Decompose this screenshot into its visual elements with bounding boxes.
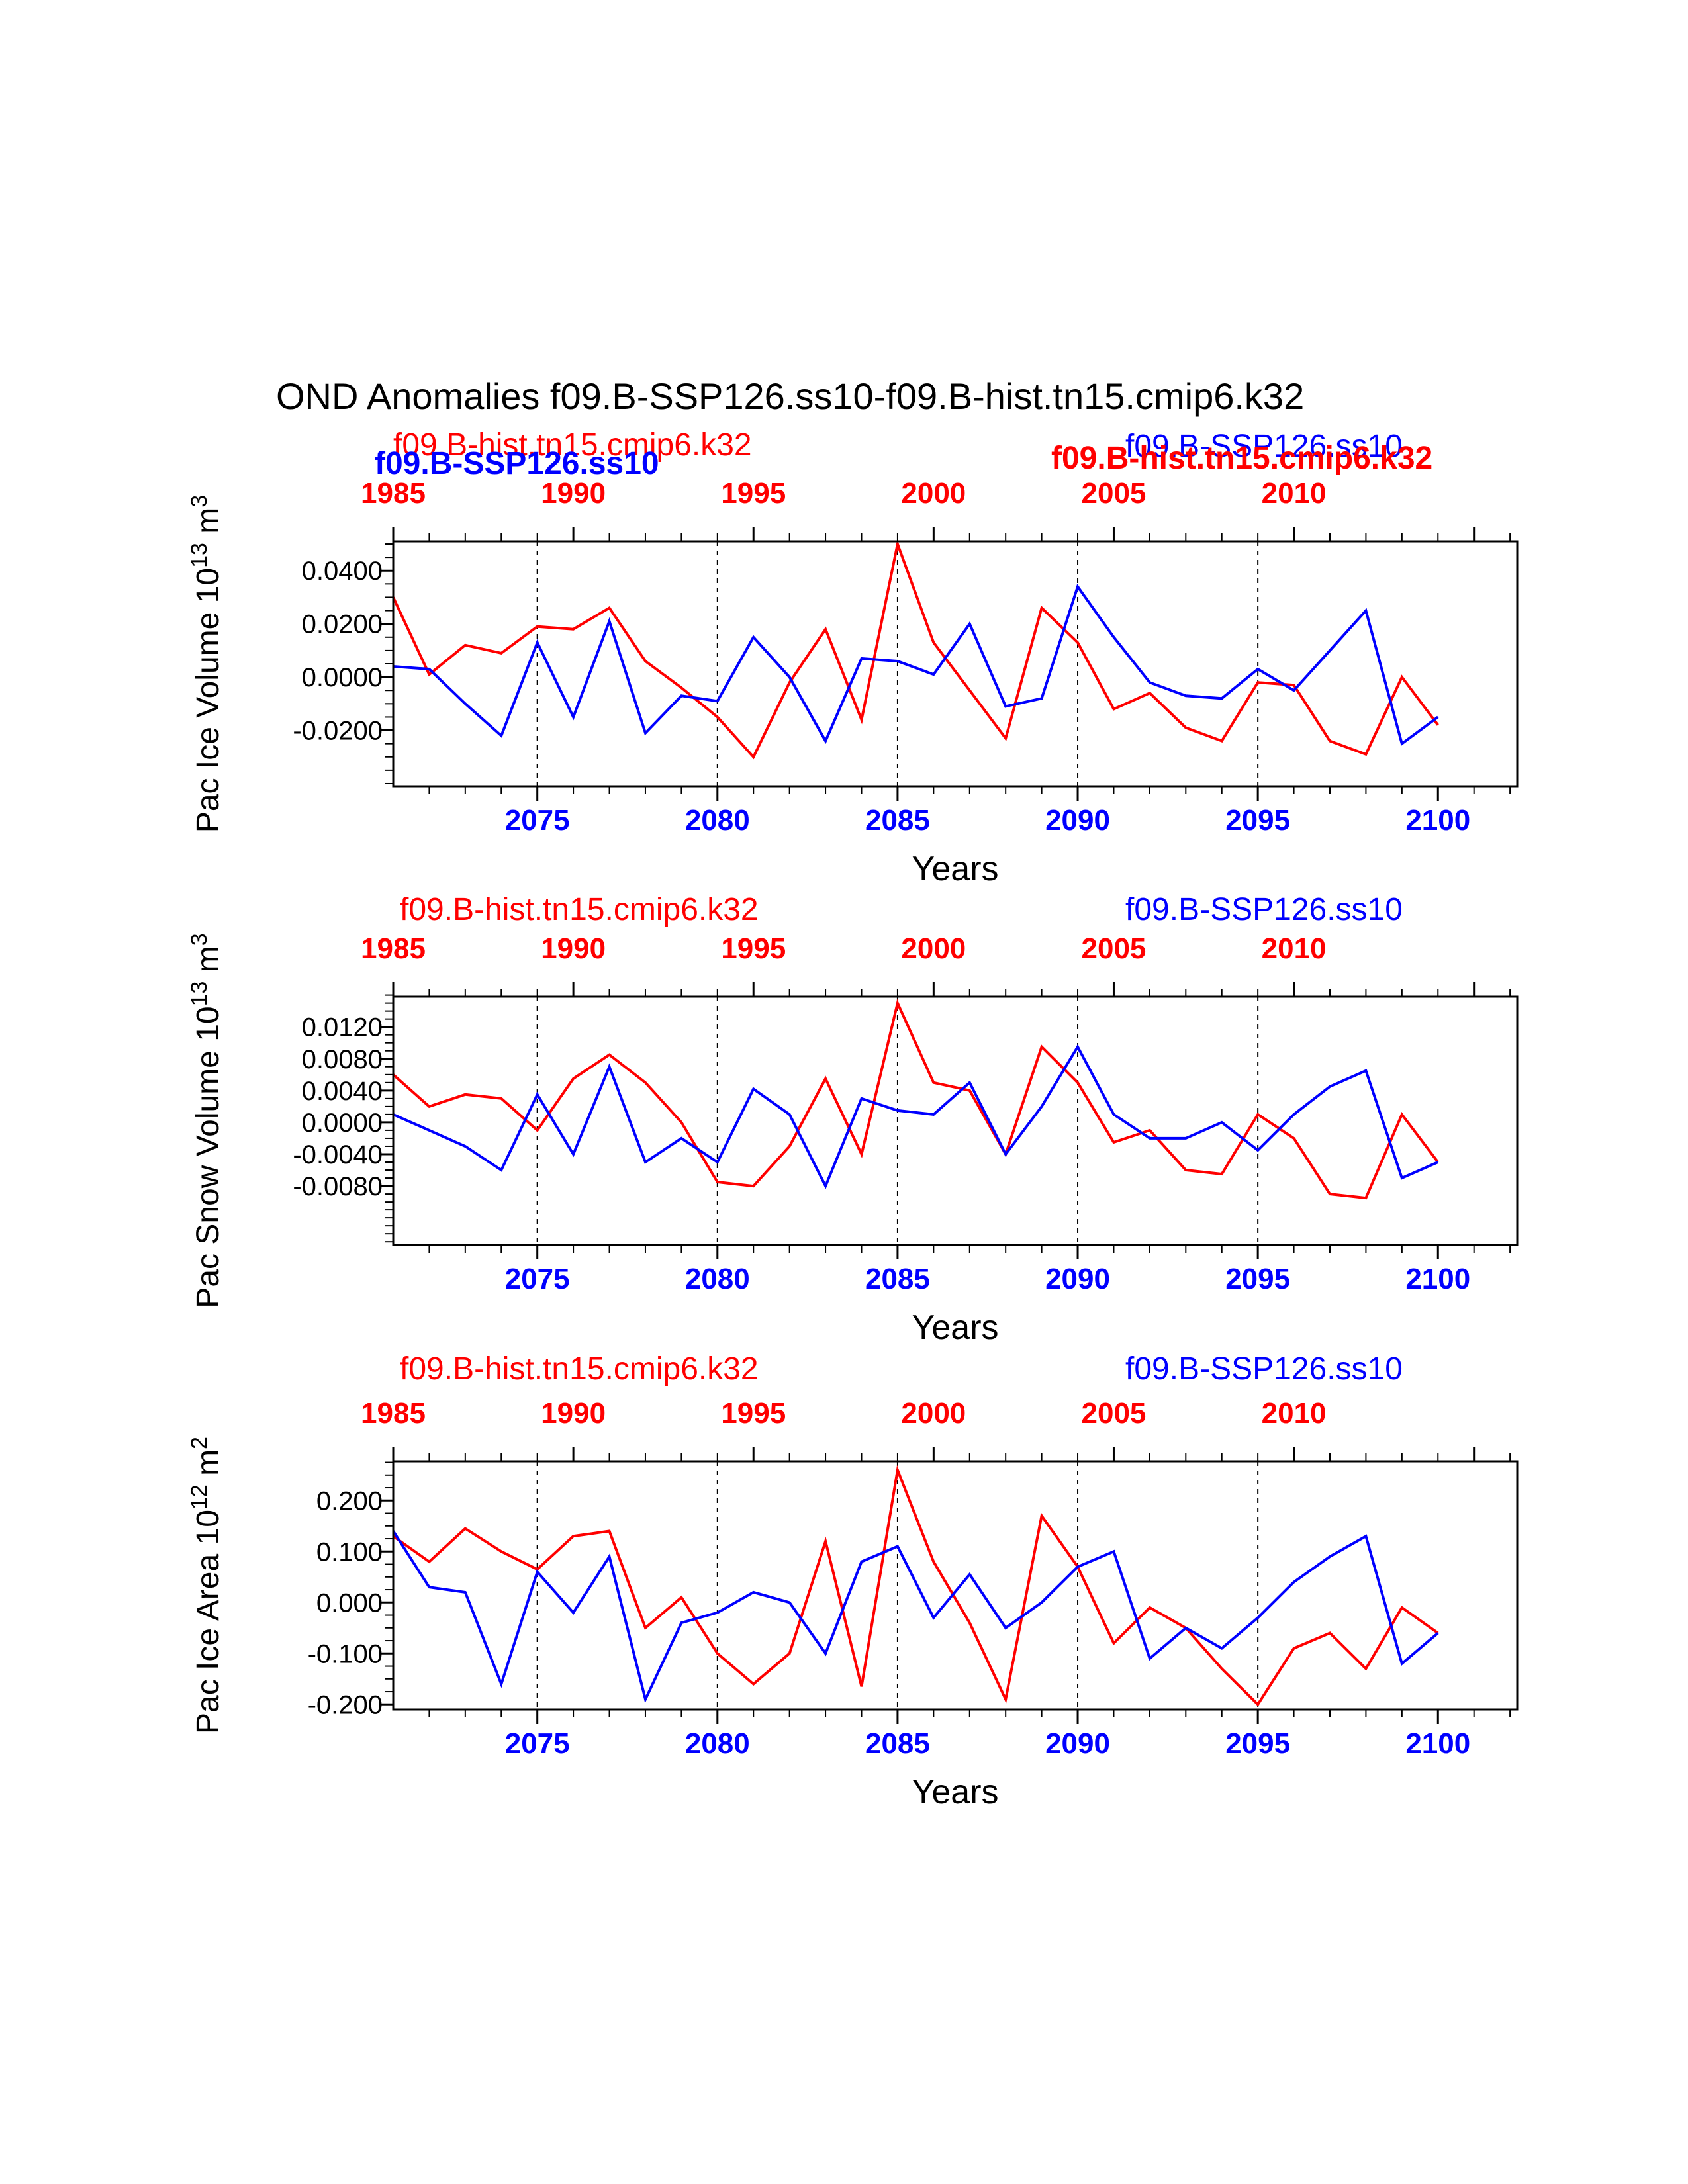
legend-blue-2: f09.B-SSP126.ss10 xyxy=(1125,429,1403,464)
ssp126-series-line xyxy=(393,1530,1439,1704)
axis-ticks xyxy=(379,1447,1511,1724)
x-top-tick-label: 1990 xyxy=(541,477,606,510)
x-bottom-tick-label: 2075 xyxy=(505,804,570,837)
x-bottom-tick-label: 2085 xyxy=(865,1263,930,1295)
legend-group: f09.B-hist.tn15.cmip6.k32f09.B-SSP126.ss… xyxy=(375,428,1432,481)
x-top-tick-label: 1985 xyxy=(361,1397,426,1430)
y-tick-label: 0.000 xyxy=(316,1588,383,1617)
plot-frame xyxy=(392,540,1519,788)
x-top-tick-label: 2000 xyxy=(901,933,966,965)
axis-labels: 2075 2080 2085 2090 2095 2100 1985 1990 1995 2000… xyxy=(187,933,1470,1347)
x-top-tick-label: 1995 xyxy=(721,1397,786,1430)
legend-blue-1: f09.B-SSP126.ss10 xyxy=(1125,1351,1403,1387)
y-axis-title: Pac Ice Volume 1013 m3 xyxy=(187,495,226,833)
x-top-tick-label: 2005 xyxy=(1082,1397,1147,1430)
x-top-tick-label: 2000 xyxy=(901,1397,966,1430)
x-bottom-tick-label: 2075 xyxy=(505,1263,570,1295)
y-tick-label: 0.0080 xyxy=(302,1045,383,1074)
legend-blue-1: f09.B-SSP126.ss10 xyxy=(375,446,659,481)
axis-labels: 2075 2080 2085 2090 2095 2100 1985 1990 1995 2000… xyxy=(187,477,1470,888)
x-bottom-tick-label: 2095 xyxy=(1225,1727,1290,1760)
x-axis-title: Years xyxy=(912,850,998,888)
dashed-gridlines xyxy=(536,997,1259,1245)
x-bottom-tick-label: 2080 xyxy=(685,804,750,837)
hist-series-line xyxy=(393,541,1439,760)
x-top-tick-label: 2000 xyxy=(901,477,966,510)
x-bottom-tick-label: 2090 xyxy=(1045,1727,1110,1760)
x-top-tick-label: 1990 xyxy=(541,1397,606,1430)
y-tick-label: 0.200 xyxy=(316,1486,383,1516)
y-tick-label: -0.100 xyxy=(308,1639,383,1668)
x-bottom-tick-label: 2080 xyxy=(685,1263,750,1295)
x-bottom-tick-label: 2095 xyxy=(1225,804,1290,837)
x-bottom-tick-label: 2090 xyxy=(1045,1263,1110,1295)
panel-pac-snow-volume: 2075 2080 2085 2090 2095 2100 1985 1990 1995 2000… xyxy=(187,892,1519,1347)
series-group xyxy=(393,1465,1439,1707)
x-top-tick-label: 2010 xyxy=(1262,1397,1327,1430)
x-bottom-tick-label: 2085 xyxy=(865,1727,930,1760)
y-tick-label: -0.0080 xyxy=(293,1172,383,1201)
axis-labels: 2075 2080 2085 2090 2095 2100 1985 1990 1995 2000… xyxy=(187,1397,1470,1811)
hist-series-line xyxy=(393,1465,1439,1707)
series-group xyxy=(393,541,1439,760)
x-bottom-tick-label: 2085 xyxy=(865,804,930,837)
x-top-tick-label: 1985 xyxy=(361,933,426,965)
hist-series-line xyxy=(393,999,1439,1200)
dashed-gridlines xyxy=(536,541,1259,786)
ssp126-series-line xyxy=(393,583,1439,747)
axis-ticks xyxy=(379,527,1511,801)
legend-red-3: f09.B-hist.tn15.cmip6.k32 xyxy=(1051,441,1432,476)
x-bottom-tick-label: 2090 xyxy=(1045,804,1110,837)
y-tick-label: 0.0120 xyxy=(302,1013,383,1042)
x-top-tick-label: 2005 xyxy=(1082,477,1147,510)
x-bottom-tick-label: 2075 xyxy=(505,1727,570,1760)
x-top-tick-label: 1995 xyxy=(721,477,786,510)
panel-pac-ice-volume: 2075 2080 2085 2090 2095 2100 1985 1990 1995 2000… xyxy=(187,428,1519,888)
legend-blue-1: f09.B-SSP126.ss10 xyxy=(1125,892,1403,927)
y-tick-label: 0.0040 xyxy=(302,1077,383,1106)
y-tick-label: 0.0000 xyxy=(302,1109,383,1138)
x-bottom-tick-label: 2100 xyxy=(1405,804,1470,837)
x-top-tick-label: 2010 xyxy=(1262,477,1327,510)
x-axis-title: Years xyxy=(912,1773,998,1811)
y-tick-label: 0.100 xyxy=(316,1537,383,1567)
x-top-tick-label: 2010 xyxy=(1262,933,1327,965)
y-tick-label: -0.0040 xyxy=(293,1140,383,1169)
legend-group: f09.B-hist.tn15.cmip6.k32 f09.B-SSP126.ss… xyxy=(400,892,1403,927)
x-bottom-tick-label: 2080 xyxy=(685,1727,750,1760)
y-tick-label: 0.0200 xyxy=(302,610,383,639)
plot-frame xyxy=(392,1460,1519,1711)
y-tick-label: 0.0400 xyxy=(302,557,383,586)
legend-red-0: f09.B-hist.tn15.cmip6.k32 xyxy=(400,892,759,927)
y-axis-title: Pac Snow Volume 1013 m3 xyxy=(187,933,226,1308)
y-tick-label: 0.0000 xyxy=(302,663,383,692)
x-bottom-tick-label: 2100 xyxy=(1405,1263,1470,1295)
plot-frame xyxy=(392,995,1519,1246)
panel-pac-ice-area: 2075 2080 2085 2090 2095 2100 1985 1990 1995 2000… xyxy=(187,1351,1519,1811)
series-group xyxy=(393,999,1439,1200)
x-axis-title: Years xyxy=(912,1308,998,1347)
x-top-tick-label: 1995 xyxy=(721,933,786,965)
ssp126-series-line xyxy=(393,1044,1439,1189)
x-bottom-tick-label: 2095 xyxy=(1225,1263,1290,1295)
x-top-tick-label: 1990 xyxy=(541,933,606,965)
x-top-tick-label: 1985 xyxy=(361,477,426,510)
axis-ticks xyxy=(379,982,1511,1259)
y-axis-title: Pac Ice Area 1012 m2 xyxy=(187,1437,226,1734)
legend-group: f09.B-hist.tn15.cmip6.k32 f09.B-SSP126.ss… xyxy=(400,1351,1403,1387)
dashed-gridlines xyxy=(536,1461,1259,1709)
figure-title: OND Anomalies f09.B-SSP126.ss10-f09.B-hi… xyxy=(276,375,1305,417)
x-top-tick-label: 2005 xyxy=(1082,933,1147,965)
y-tick-label: -0.0200 xyxy=(293,717,383,746)
y-tick-label: -0.200 xyxy=(308,1690,383,1719)
x-bottom-tick-label: 2100 xyxy=(1405,1727,1470,1760)
legend-red-0: f09.B-hist.tn15.cmip6.k32 xyxy=(393,428,752,463)
legend-red-0: f09.B-hist.tn15.cmip6.k32 xyxy=(400,1351,759,1387)
